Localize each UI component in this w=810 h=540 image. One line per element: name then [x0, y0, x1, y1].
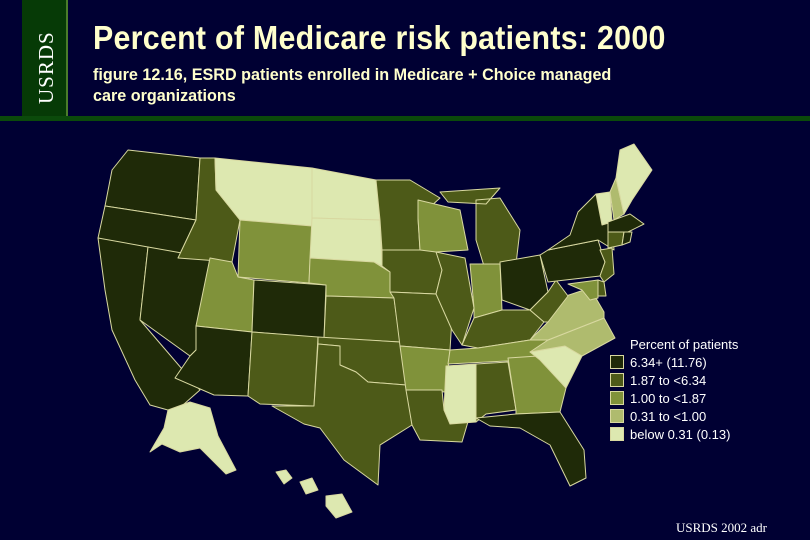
- state-PA: [539, 239, 606, 283]
- state-IA: [381, 249, 443, 295]
- state-DE: [597, 279, 607, 297]
- legend-label: 1.00 to <1.87: [630, 390, 707, 406]
- state-IL: [435, 251, 475, 346]
- state-shapes: [97, 143, 653, 519]
- state-WV: [529, 279, 569, 323]
- state-RI: [621, 231, 633, 246]
- state-LA: [405, 389, 471, 443]
- state-IN: [469, 263, 503, 319]
- state-NM: [247, 331, 319, 407]
- state-NC: [529, 317, 616, 357]
- legend: Percent of patients 6.34+ (11.76) 1.87 t…: [610, 337, 738, 443]
- legend-item: 0.31 to <1.00: [610, 407, 738, 425]
- legend-label: 0.31 to <1.00: [630, 408, 707, 424]
- page-subtitle: figure 12.16, ESRD patients enrolled in …: [93, 65, 612, 105]
- legend-item: 6.34+ (11.76): [610, 353, 738, 371]
- legend-swatch: [610, 373, 624, 387]
- footer-credit: USRDS 2002 adr: [676, 520, 768, 535]
- state-FL: [475, 411, 587, 487]
- legend-items: 6.34+ (11.76) 1.87 to <6.34 1.00 to <1.8…: [610, 353, 738, 443]
- legend-swatch: [610, 427, 624, 441]
- state-MS: [443, 363, 477, 425]
- state-AL: [475, 361, 517, 423]
- state-WI: [417, 199, 469, 253]
- legend-label: 6.34+ (11.76): [630, 354, 707, 370]
- state-MD: [567, 279, 599, 301]
- legend-item: 1.87 to <6.34: [610, 371, 738, 389]
- page-title: Percent of Medicare risk patients: 2000: [93, 19, 666, 56]
- state-CT: [607, 231, 625, 249]
- legend-label: 1.87 to <6.34: [630, 372, 707, 388]
- state-TX: [271, 343, 413, 486]
- state-AK: [149, 401, 237, 475]
- state-WY: [237, 219, 313, 284]
- legend-label: below 0.31 (0.13): [630, 426, 731, 442]
- sidebar-panel: USRDS: [22, 0, 68, 117]
- legend-swatch: [610, 355, 624, 369]
- legend-item: below 0.31 (0.13): [610, 425, 738, 443]
- legend-swatch: [610, 391, 624, 405]
- state-MA: [607, 213, 645, 233]
- state-KS: [323, 295, 401, 343]
- legend-item: 1.00 to <1.87: [610, 389, 738, 407]
- header-divider: [0, 116, 810, 121]
- legend-title: Percent of patients: [630, 337, 739, 352]
- state-CO: [251, 279, 327, 339]
- state-HI: [275, 469, 353, 519]
- legend-swatch: [610, 409, 624, 423]
- state-ME: [615, 143, 653, 215]
- state-ND: [311, 167, 381, 221]
- state-AR: [399, 345, 451, 393]
